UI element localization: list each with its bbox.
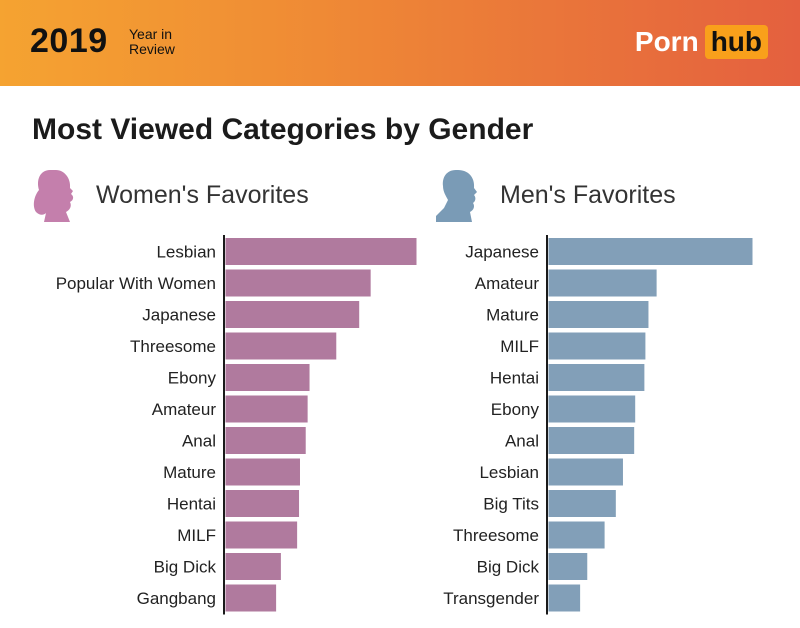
men-bar <box>548 238 753 265</box>
women-bar <box>225 584 277 612</box>
women-category-label: Amateur <box>152 400 217 419</box>
men-category-label: Amateur <box>475 274 540 293</box>
women-category-label: Hentai <box>167 495 216 514</box>
men-bar <box>548 553 588 580</box>
men-panel-title: Men's Favorites <box>500 180 676 209</box>
men-category-label: Hentai <box>490 369 539 388</box>
men-category-label: Big Dick <box>477 558 540 577</box>
report-year: 2019 <box>30 22 108 60</box>
men-category-label: Japanese <box>465 243 539 262</box>
women-bar <box>225 427 306 454</box>
woman-silhouette-icon <box>33 170 74 222</box>
men-bar <box>548 521 605 549</box>
women-bar <box>225 269 371 297</box>
women-category-label: Lesbian <box>156 243 216 262</box>
women-bar <box>225 332 337 360</box>
women-category-label: Anal <box>182 432 216 451</box>
men-bar <box>548 395 636 423</box>
men-category-label: MILF <box>500 337 539 356</box>
men-category-label: Transgender <box>443 589 539 608</box>
men-bar <box>548 364 645 391</box>
men-category-label: Anal <box>505 432 539 451</box>
brand-logo: Porn hub <box>635 25 768 59</box>
women-bar <box>225 238 417 265</box>
men-bar <box>548 332 646 360</box>
women-bar <box>225 490 300 517</box>
men-panel-header: Men's Favorites <box>434 166 676 224</box>
women-bar <box>225 301 360 328</box>
men-category-label: Mature <box>486 306 539 325</box>
men-bar <box>548 490 616 517</box>
women-category-label: Ebony <box>168 369 217 388</box>
women-category-label: Popular With Women <box>56 274 216 293</box>
women-category-label: Mature <box>163 463 216 482</box>
women-bar <box>225 364 310 391</box>
men-bar <box>548 427 635 454</box>
women-bar <box>225 395 308 423</box>
men-category-label: Big Tits <box>483 495 539 514</box>
women-category-label: Japanese <box>142 306 216 325</box>
women-bar <box>225 553 281 580</box>
chart-title: Most Viewed Categories by Gender <box>32 113 534 146</box>
women-bar <box>225 458 300 486</box>
women-panel-title: Women's Favorites <box>96 180 309 209</box>
men-bar <box>548 301 649 328</box>
men-bar <box>548 584 581 612</box>
men-bar <box>548 458 623 486</box>
man-silhouette-icon <box>436 170 477 222</box>
logo-text-part1: Porn <box>634 26 699 57</box>
women-panel-header: Women's Favorites <box>30 166 309 224</box>
women-category-label: MILF <box>177 526 216 545</box>
women-category-label: Gangbang <box>137 589 216 608</box>
men-category-label: Lesbian <box>479 463 539 482</box>
men-category-label: Ebony <box>491 400 540 419</box>
men-bar <box>548 269 657 297</box>
women-category-label: Big Dick <box>154 558 217 577</box>
report-subtitle: Year in Review <box>129 26 175 57</box>
men-category-label: Threesome <box>453 526 539 545</box>
women-category-label: Threesome <box>130 337 216 356</box>
header-banner: 2019 Year in Review Porn hub <box>0 0 800 86</box>
women-bar <box>225 521 298 549</box>
logo-text-part2: hub <box>704 25 768 59</box>
